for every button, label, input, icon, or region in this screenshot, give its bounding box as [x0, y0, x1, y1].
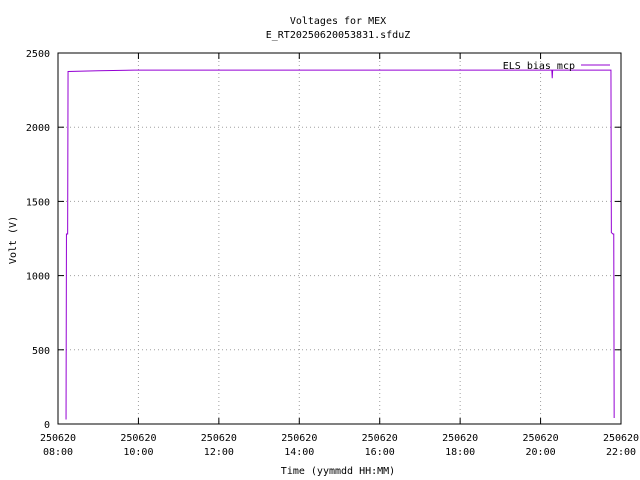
y-tick-label: 1500 [26, 197, 50, 208]
x-tick-label: 12:00 [204, 447, 234, 458]
x-tick-label: 10:00 [123, 447, 153, 458]
y-tick-label: 0 [44, 420, 50, 431]
x-tick-label: 250620 [603, 433, 639, 444]
x-tick-label: 14:00 [284, 447, 314, 458]
y-tick-label: 2500 [26, 49, 50, 60]
x-tick-label: 08:00 [43, 447, 73, 458]
y-tick-label: 500 [32, 346, 50, 357]
chart-subtitle: E_RT20250620053831.sfduZ [266, 30, 411, 41]
x-tick-label: 250620 [40, 433, 76, 444]
x-tick-label: 20:00 [526, 447, 556, 458]
x-tick-label: 18:00 [445, 447, 475, 458]
x-tick-label: 250620 [523, 433, 559, 444]
y-tick-label: 1000 [26, 272, 50, 283]
legend-label: ELS bias mcp [503, 61, 575, 72]
x-tick-label: 250620 [281, 433, 317, 444]
x-tick-label: 250620 [120, 433, 156, 444]
x-tick-label: 22:00 [606, 447, 636, 458]
plot-border [57, 52, 622, 425]
y-axis-label: Volt (V) [8, 216, 19, 264]
y-tick-label: 2000 [26, 123, 50, 134]
line-series [65, 69, 615, 420]
x-tick-label: 16:00 [365, 447, 395, 458]
x-tick-label: 250620 [201, 433, 237, 444]
x-tick-label: 250620 [442, 433, 478, 444]
x-axis-label: Time (yymmdd HH:MM) [281, 466, 395, 477]
x-tick-label: 250620 [362, 433, 398, 444]
chart-title: Voltages for MEX [290, 16, 386, 27]
